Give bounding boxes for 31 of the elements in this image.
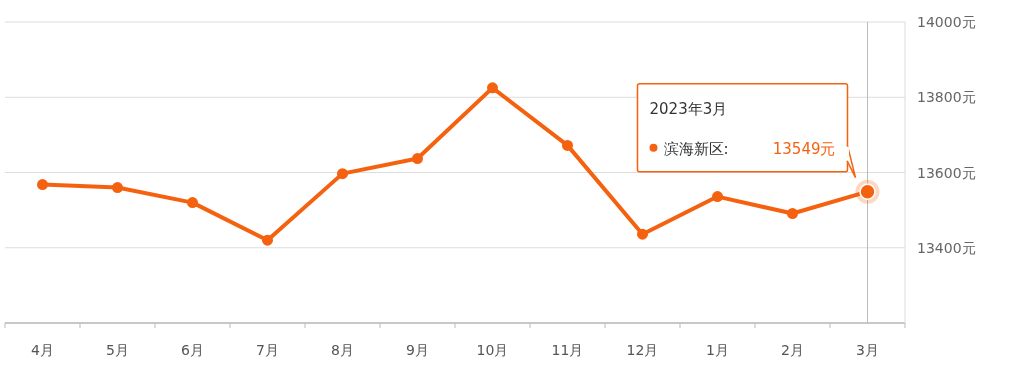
x-tick-label: 12月 xyxy=(626,342,659,358)
y-tick-label: 14000元 xyxy=(917,14,976,30)
x-tick-label: 11月 xyxy=(551,342,584,358)
legend: 滨海新区: xyxy=(649,139,729,158)
x-tick-label: 6月 xyxy=(181,342,204,358)
point xyxy=(712,191,723,203)
point xyxy=(412,153,423,165)
point xyxy=(562,139,573,151)
x-tick-label: 1月 xyxy=(706,342,729,358)
point xyxy=(487,82,498,94)
point xyxy=(112,182,123,194)
x-tick-label: 2月 xyxy=(781,342,804,358)
point xyxy=(262,234,273,246)
legend-label: 滨海新区: xyxy=(663,139,729,158)
y-tick-label: 13600元 xyxy=(917,164,976,181)
point xyxy=(787,208,798,220)
point xyxy=(337,168,348,180)
data-label: 13549元 xyxy=(772,139,836,158)
x-tick-label: 3月 xyxy=(856,342,879,358)
x-tick-label: 8月 xyxy=(331,342,354,358)
x-tick-label: 4月 xyxy=(31,342,54,358)
x-tick-label: 7月 xyxy=(256,342,279,358)
x-tick-label: 9月 xyxy=(406,342,429,358)
point xyxy=(637,228,648,240)
y-tick-label: 13400元 xyxy=(917,239,976,256)
y-tick-label: 13800元 xyxy=(917,89,976,106)
x-tick-label: 10月 xyxy=(476,342,509,358)
point xyxy=(37,179,48,191)
x-tick-label: 5月 xyxy=(106,342,129,358)
annotation: 2023年3月 xyxy=(649,99,728,118)
point xyxy=(187,197,198,209)
